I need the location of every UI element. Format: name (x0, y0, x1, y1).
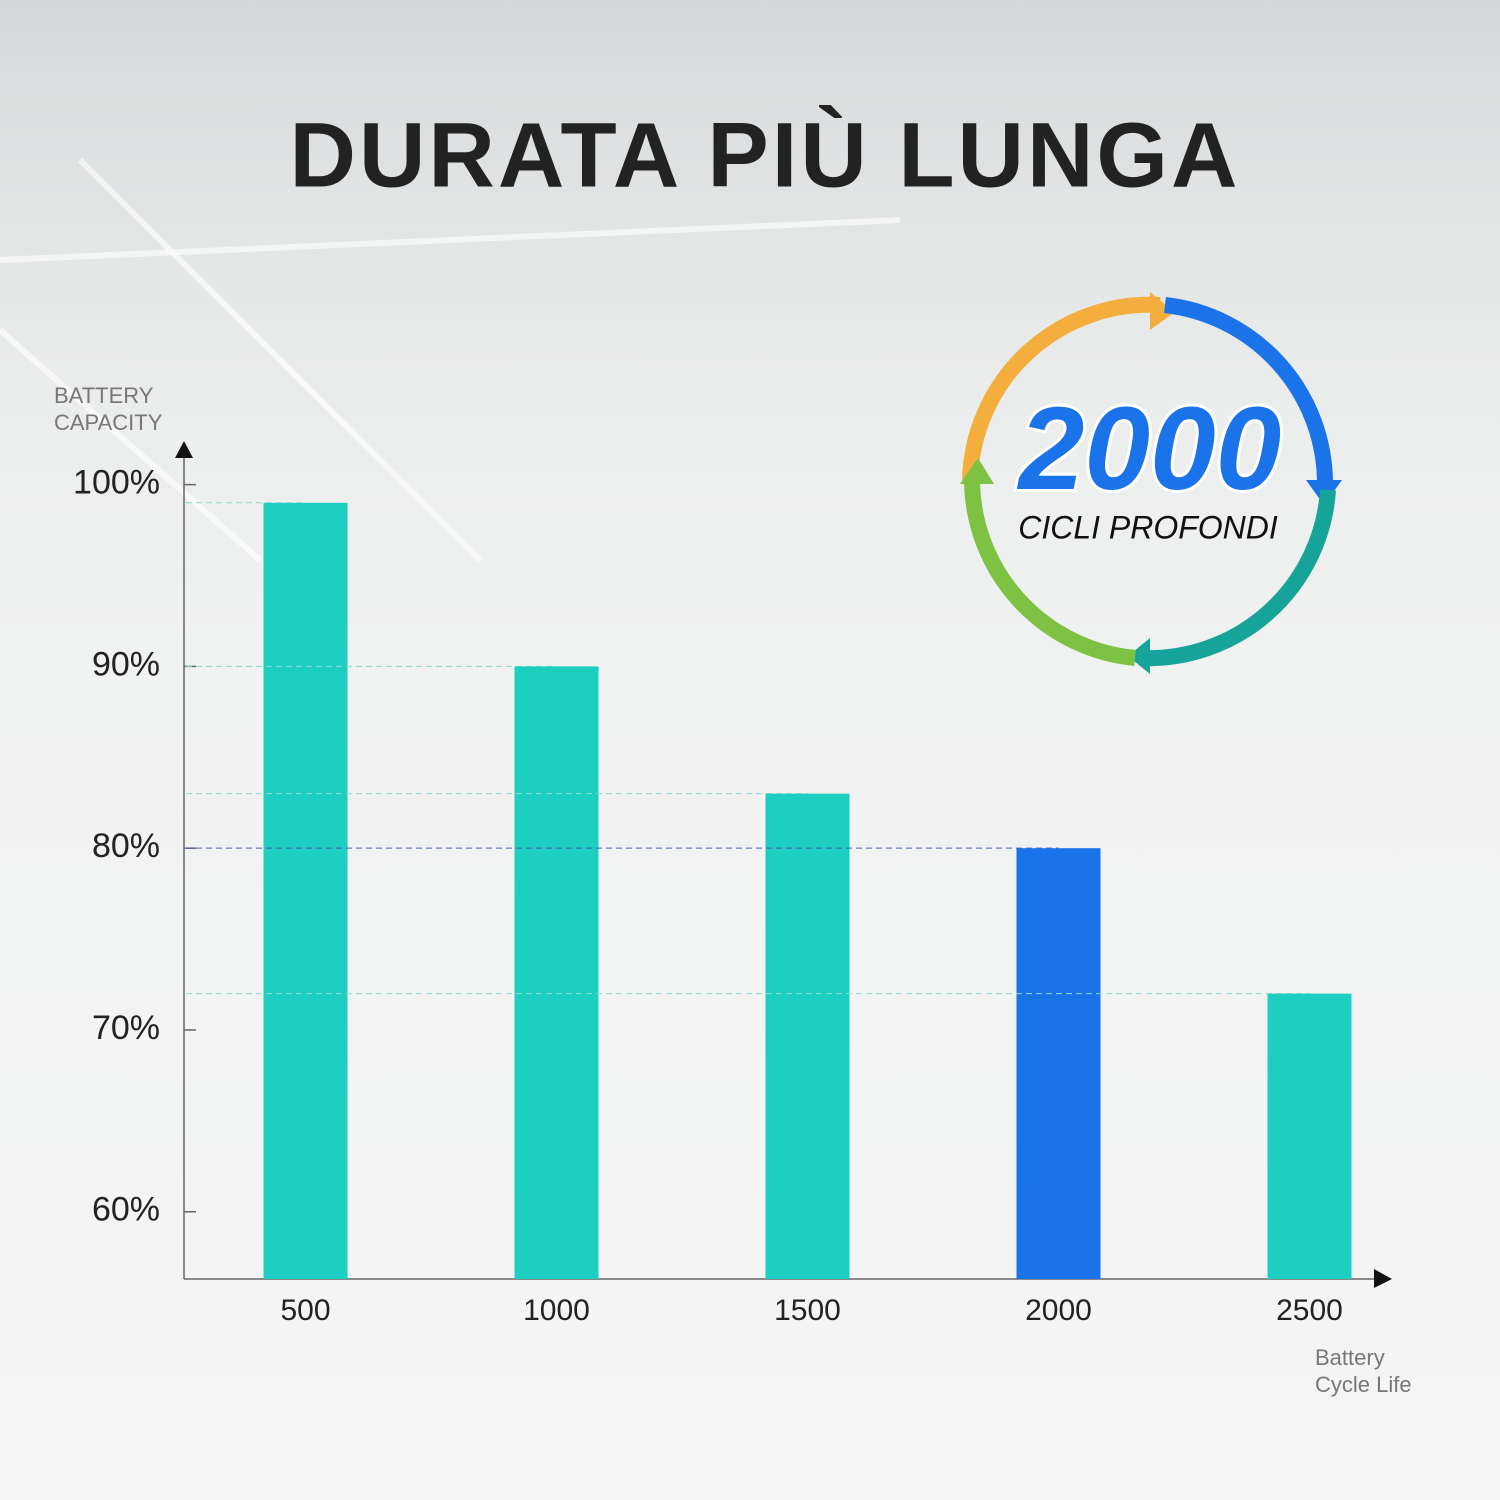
bar (765, 793, 850, 1279)
y-axis-title: BATTERY CAPACITY (54, 383, 163, 435)
badge: 2000 CICLI PROFONDI (960, 292, 1342, 674)
badge-number: 2000 (1017, 383, 1282, 515)
x-tick-label: 2500 (1276, 1294, 1343, 1327)
background (0, 0, 1500, 600)
y-tick-label: 60% (92, 1191, 160, 1229)
bar (1016, 848, 1101, 1279)
x-axis-arrow (1374, 1269, 1392, 1288)
x-tick-label: 2000 (1025, 1294, 1092, 1327)
arc-blue (1164, 297, 1334, 486)
bar (263, 502, 348, 1279)
panel-lines (0, 157, 901, 563)
arrow-orange (1150, 292, 1175, 330)
badge-text: CICLI PROFONDI (1018, 509, 1278, 545)
arc-green (964, 479, 1136, 666)
arc-teal (1139, 489, 1336, 667)
bar (1267, 993, 1352, 1279)
arc-orange (962, 296, 1161, 481)
bar (514, 666, 599, 1279)
y-tick-label: 80% (92, 827, 160, 865)
y-tick-label: 90% (92, 645, 160, 683)
arrow-teal (1128, 638, 1150, 674)
y-axis-arrow (175, 441, 193, 458)
x-tick-label: 1500 (774, 1294, 841, 1327)
x-axis-title: Battery Cycle Life (1315, 1345, 1412, 1397)
y-tick-label: 100% (73, 464, 160, 502)
chart-title: DURATA PIÙ LUNGA (290, 103, 1241, 206)
arrow-green (960, 458, 994, 484)
y-tick-label: 70% (92, 1009, 160, 1047)
x-tick-label: 500 (280, 1294, 330, 1327)
x-tick-label: 1000 (523, 1294, 590, 1327)
